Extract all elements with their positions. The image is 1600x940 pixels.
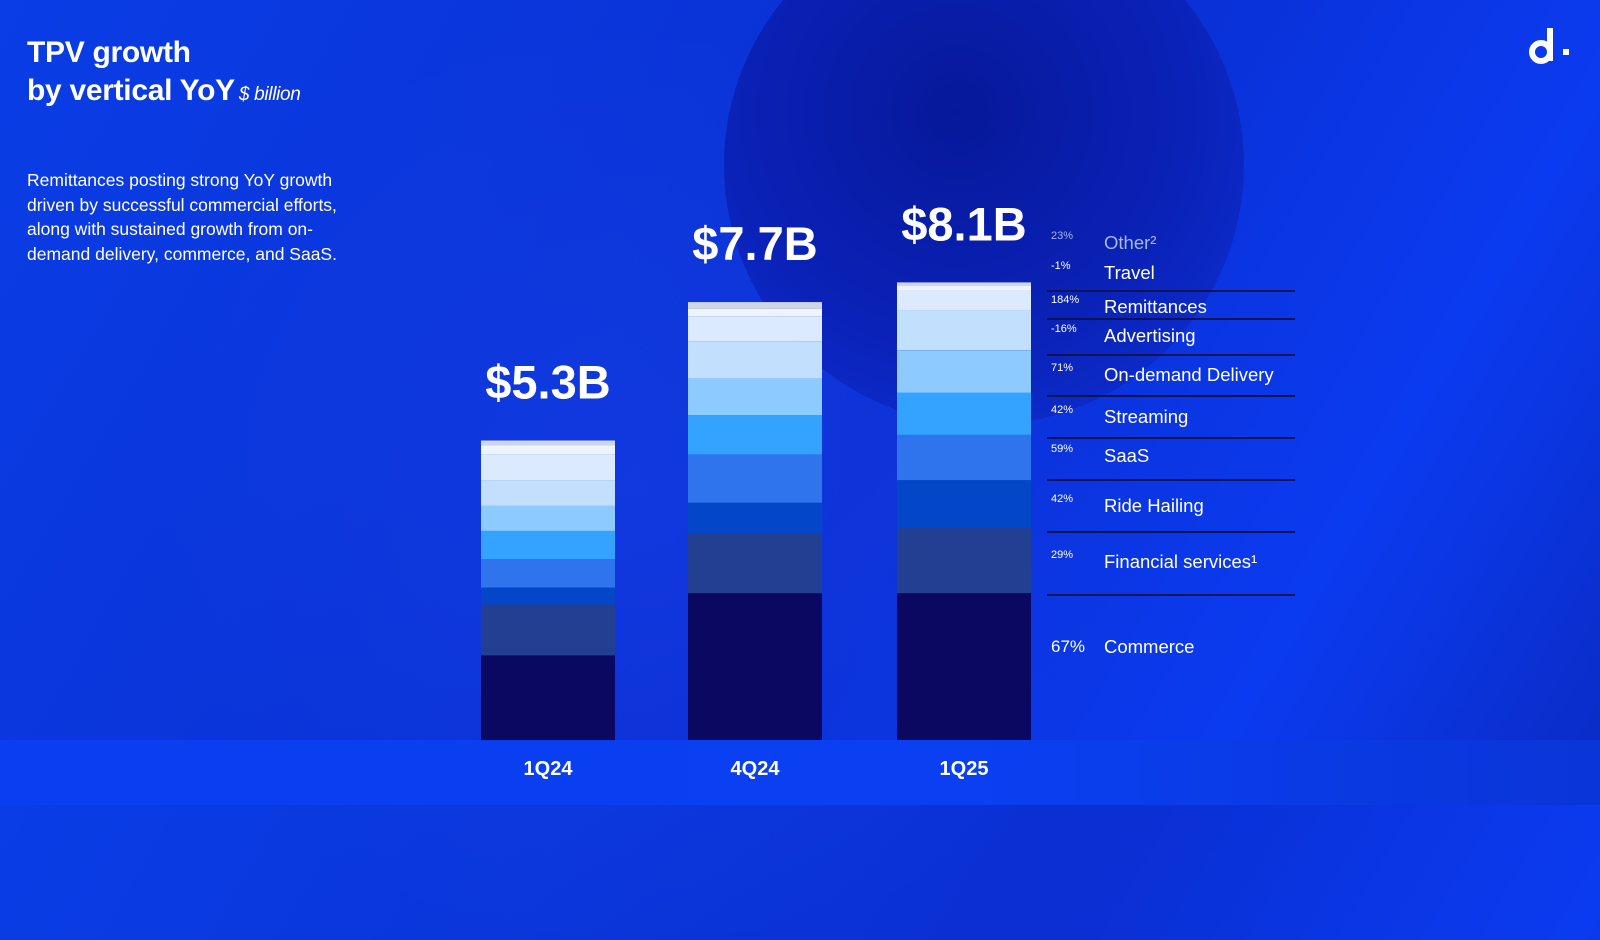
- bar-segment-other-4q24: [688, 302, 822, 309]
- legend-yoy-remittances: 184%: [1051, 294, 1080, 306]
- bar-segment-travel-4q24: [688, 308, 822, 317]
- legend-yoy-ride-hailing: 42%: [1051, 493, 1074, 505]
- bar-segment-advertising-1q24: [481, 480, 615, 506]
- x-tick-label-1q24: 1Q24: [524, 758, 574, 780]
- bar-segment-saas-1q24: [481, 559, 615, 588]
- legend-divider: [1047, 354, 1295, 356]
- legend-yoy-streaming: 42%: [1051, 404, 1074, 416]
- tpv-stacked-bar-chart: $5.3B 1Q24 $7.7B 4Q24 $8.1B 1Q25: [481, 197, 1031, 780]
- bar-segment-financial-services-1q25: [897, 528, 1031, 594]
- legend-divider: [1047, 594, 1295, 596]
- legend-yoy-other: 23%: [1051, 230, 1074, 242]
- legend-label-on-demand-delivery: On-demand Delivery: [1104, 364, 1274, 385]
- legend-yoy-saas: 59%: [1051, 443, 1074, 455]
- bar-segment-financial-services-1q24: [481, 604, 615, 656]
- bar-segment-remittances-1q24: [481, 454, 615, 481]
- legend-divider: [1047, 437, 1295, 439]
- legend-label-other: Other²: [1104, 232, 1157, 253]
- legend-yoy-travel: -1%: [1051, 260, 1071, 272]
- legend-label-saas: SaaS: [1104, 445, 1150, 466]
- title-unit: $ billion: [238, 84, 301, 105]
- bar-segment-advertising-4q24: [688, 341, 822, 379]
- bar-segment-on-demand-delivery-4q24: [688, 378, 822, 416]
- legend-divider: [1047, 531, 1295, 533]
- legend-label-remittances: Remittances: [1104, 296, 1207, 317]
- bar-segment-on-demand-delivery-1q25: [897, 350, 1031, 393]
- legend-divider: [1047, 290, 1295, 292]
- bar-segment-saas-1q25: [897, 434, 1031, 481]
- bar-segment-ride-hailing-4q24: [688, 502, 822, 534]
- bar-segment-streaming-1q24: [481, 530, 615, 560]
- legend-yoy-advertising: -16%: [1051, 323, 1077, 335]
- total-label-4q24: $7.7B: [692, 217, 817, 270]
- title-line-1: TPV growth: [27, 36, 191, 69]
- bar-segment-financial-services-4q24: [688, 533, 822, 594]
- bar-segment-travel-1q24: [481, 445, 615, 455]
- legend-yoy-commerce: 67%: [1051, 637, 1086, 656]
- legend-label-streaming: Streaming: [1104, 406, 1189, 427]
- legend-label-ride-hailing: Ride Hailing: [1104, 495, 1204, 516]
- total-label-1q25: $8.1B: [901, 197, 1026, 250]
- bar-segment-commerce-1q25: [897, 593, 1031, 740]
- legend-divider: [1047, 318, 1295, 320]
- bar-segment-remittances-4q24: [688, 316, 822, 342]
- bar-segment-saas-4q24: [688, 454, 822, 503]
- bar-segment-streaming-4q24: [688, 415, 822, 455]
- legend-divider: [1047, 479, 1295, 481]
- legend-divider: [1047, 395, 1295, 397]
- bar-segment-ride-hailing-1q24: [481, 587, 615, 605]
- bar-segment-other-1q24: [481, 440, 615, 445]
- slide-title: TPV growth by vertical YoY $ billion: [27, 34, 301, 114]
- bar-segment-commerce-4q24: [688, 593, 822, 740]
- title-line-2: by vertical YoY: [27, 74, 235, 107]
- bar-segment-streaming-1q25: [897, 392, 1031, 435]
- legend-yoy-financial-services: 29%: [1051, 549, 1074, 561]
- bar-segment-ride-hailing-1q25: [897, 480, 1031, 529]
- bar-segment-advertising-1q25: [897, 310, 1031, 351]
- slide-description: Remittances posting strong YoY growth dr…: [27, 170, 337, 264]
- total-label-1q24: $5.3B: [485, 356, 610, 409]
- bar-segment-travel-1q25: [897, 285, 1031, 291]
- legend-label-financial-services: Financial services¹: [1104, 551, 1258, 572]
- legend-yoy-on-demand-delivery: 71%: [1051, 362, 1074, 374]
- legend-label-travel: Travel: [1104, 262, 1155, 283]
- bar-segment-other-1q25: [897, 282, 1031, 286]
- dlocal-logo-icon: [1529, 28, 1569, 64]
- bar-segment-commerce-1q24: [481, 655, 615, 741]
- x-tick-label-4q24: 4Q24: [731, 758, 781, 780]
- legend-label-advertising: Advertising: [1104, 325, 1196, 346]
- bar-segment-on-demand-delivery-1q24: [481, 505, 615, 531]
- bar-segment-remittances-1q25: [897, 290, 1031, 311]
- legend-label-commerce: Commerce: [1104, 636, 1195, 657]
- footer-bar: [0, 740, 1600, 805]
- x-tick-label-1q25: 1Q25: [940, 758, 989, 780]
